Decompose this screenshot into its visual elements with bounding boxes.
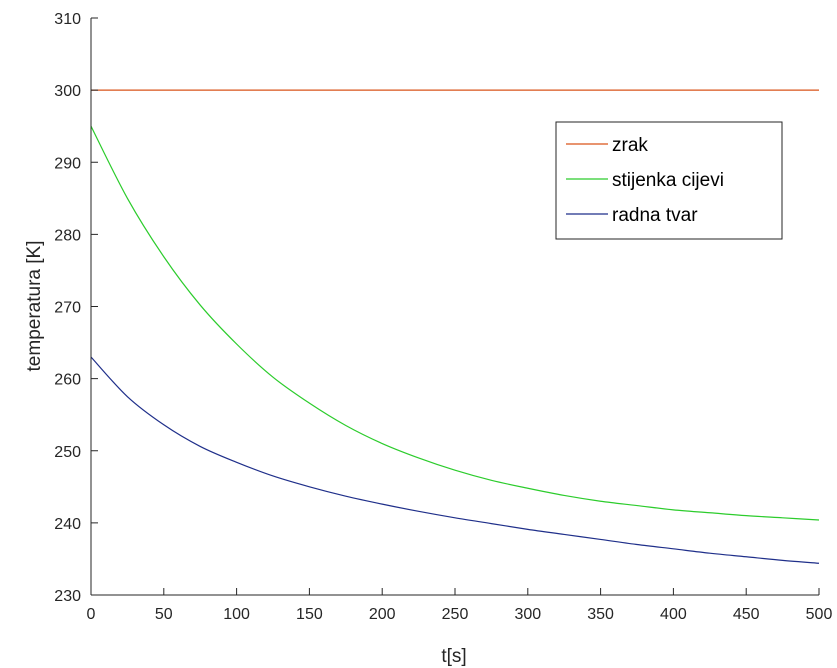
x-tick-label: 250 <box>442 606 469 623</box>
series-line-2 <box>90 125 820 521</box>
legend-entry-label: radna tvar <box>612 205 698 226</box>
x-tick-label: 500 <box>806 606 833 623</box>
x-tick-label: 50 <box>155 606 173 623</box>
x-tick-label: 350 <box>587 606 614 623</box>
y-tick-label: 290 <box>54 155 81 172</box>
legend-entry-label: stijenka cijevi <box>612 170 724 191</box>
legend-box <box>555 121 783 240</box>
series-line-3 <box>90 356 820 564</box>
y-tick-label: 280 <box>54 227 81 244</box>
legend-entry-label: zrak <box>612 135 648 156</box>
x-tick-label: 0 <box>87 606 96 623</box>
y-tick-label: 310 <box>54 11 81 28</box>
y-tick-label: 240 <box>54 516 81 533</box>
x-tick-label: 450 <box>733 606 760 623</box>
x-axis-title: t[s] <box>441 646 466 667</box>
y-tick-label: 260 <box>54 372 81 389</box>
y-tick-label: 230 <box>54 588 81 605</box>
y-tick-label: 250 <box>54 444 81 461</box>
y-tick-label: 300 <box>54 83 81 100</box>
x-tick-label: 200 <box>369 606 396 623</box>
ticks-layer: 0 50 100 150 200 250 300 350 400 450 500 230 240 250 2… <box>54 11 832 623</box>
x-tick-label: 150 <box>296 606 323 623</box>
y-tick-label: 270 <box>54 300 81 317</box>
x-tick-label: 300 <box>514 606 541 623</box>
legend: zrak stijenka cijevi radna tvar <box>555 121 783 240</box>
series-layer <box>90 89 820 564</box>
x-tick-label: 400 <box>660 606 687 623</box>
x-tick-label: 100 <box>223 606 250 623</box>
y-axis-title: temperatura [K] <box>24 241 45 372</box>
